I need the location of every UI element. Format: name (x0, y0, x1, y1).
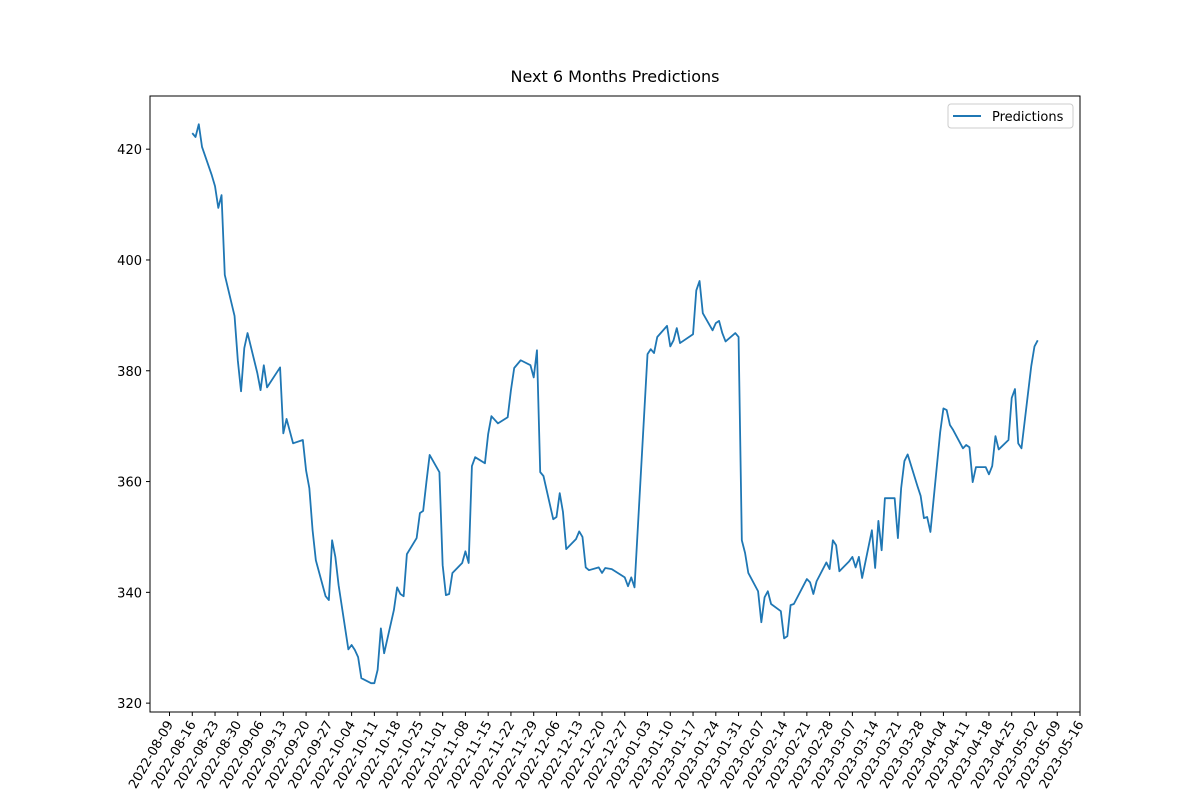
line (191, 123, 1039, 685)
plot-frame (149, 95, 1081, 713)
y-tick-label: 320 (117, 697, 142, 712)
legend-label: Predictions (992, 110, 1064, 125)
y-tick-label: 420 (117, 143, 142, 158)
chart-title: Next 6 Months Predictions (510, 67, 719, 86)
y-tick-label: 400 (117, 254, 142, 269)
y-tick-label: 380 (117, 365, 142, 380)
y-tick-label: 360 (117, 476, 142, 491)
legend-box (947, 103, 1074, 129)
y-tick-label: 340 (117, 586, 142, 601)
